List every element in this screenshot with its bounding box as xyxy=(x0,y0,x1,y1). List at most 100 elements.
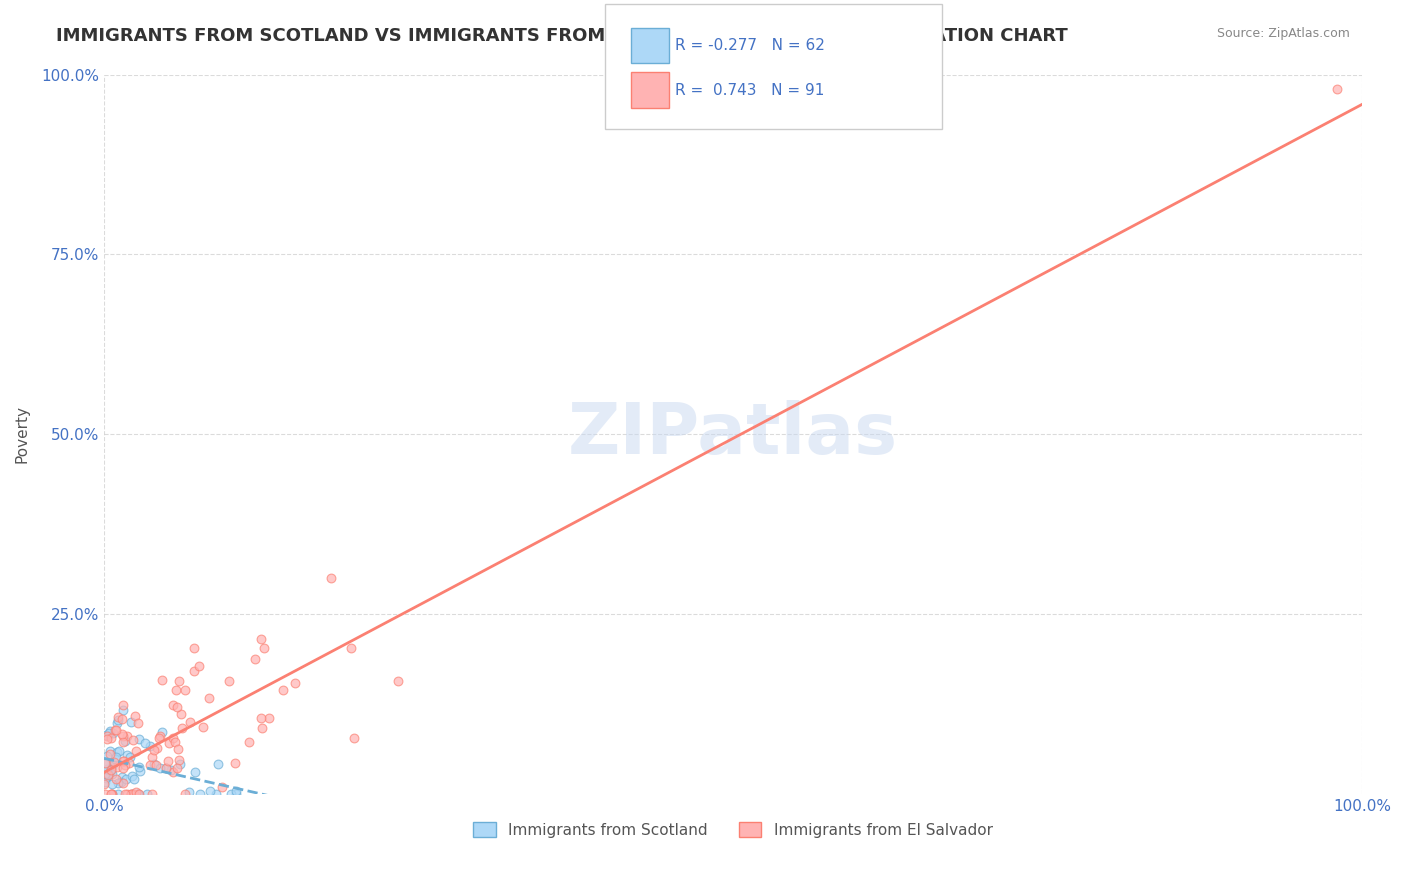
Point xyxy=(100,763,122,777)
Point xyxy=(284,676,307,690)
Point xyxy=(101,777,124,791)
Point xyxy=(162,698,184,712)
Point xyxy=(179,715,201,730)
Point xyxy=(150,673,173,688)
Point xyxy=(107,713,129,727)
Point xyxy=(100,759,122,773)
Point xyxy=(193,720,215,734)
Point xyxy=(219,787,242,801)
Point xyxy=(211,780,233,794)
Point xyxy=(112,754,135,768)
Point xyxy=(100,787,122,801)
Point xyxy=(124,708,146,723)
Point xyxy=(162,731,184,746)
Point xyxy=(111,726,134,740)
Point xyxy=(107,709,129,723)
Point xyxy=(127,787,149,801)
Point xyxy=(122,772,145,786)
Point xyxy=(243,652,266,666)
Point xyxy=(139,758,162,772)
Point xyxy=(110,713,132,727)
Point xyxy=(115,787,138,801)
Point xyxy=(160,763,183,777)
Point xyxy=(183,764,205,779)
Point xyxy=(111,703,134,717)
Point xyxy=(134,736,156,750)
Point xyxy=(1326,82,1348,96)
Point xyxy=(100,744,122,758)
Point xyxy=(104,723,127,738)
Point xyxy=(94,766,117,780)
Point xyxy=(121,769,143,783)
Point xyxy=(96,771,118,785)
Point xyxy=(111,730,134,744)
Point xyxy=(100,767,122,781)
Point xyxy=(94,728,117,742)
Point xyxy=(139,739,162,753)
Point xyxy=(127,787,149,801)
Point xyxy=(115,747,138,762)
Point xyxy=(183,664,205,678)
Point xyxy=(104,749,127,764)
Point xyxy=(387,673,409,688)
Point xyxy=(101,726,124,740)
Point xyxy=(238,734,260,748)
Point xyxy=(105,723,128,737)
Point xyxy=(343,731,366,745)
Point xyxy=(98,723,121,738)
Point xyxy=(142,756,165,771)
Point xyxy=(250,632,273,647)
Point xyxy=(205,787,228,801)
Y-axis label: Poverty: Poverty xyxy=(15,405,30,463)
Point xyxy=(225,784,247,798)
Point xyxy=(107,787,129,801)
Point xyxy=(94,756,117,771)
Point xyxy=(162,765,184,780)
Point xyxy=(157,754,180,768)
Point xyxy=(100,787,122,801)
Point xyxy=(165,683,187,698)
Point xyxy=(112,761,135,775)
Point xyxy=(98,747,121,761)
Legend: Immigrants from Scotland, Immigrants from El Salvador: Immigrants from Scotland, Immigrants fro… xyxy=(467,815,998,844)
Point xyxy=(101,755,124,769)
Point xyxy=(174,787,197,801)
Point xyxy=(252,641,274,656)
Point xyxy=(225,787,247,801)
Point xyxy=(155,761,177,775)
Point xyxy=(93,777,115,791)
Point xyxy=(100,731,122,746)
Text: Source: ZipAtlas.com: Source: ZipAtlas.com xyxy=(1216,27,1350,40)
Point xyxy=(115,772,138,787)
Text: IMMIGRANTS FROM SCOTLAND VS IMMIGRANTS FROM EL SALVADOR POVERTY CORRELATION CHAR: IMMIGRANTS FROM SCOTLAND VS IMMIGRANTS F… xyxy=(56,27,1069,45)
Point xyxy=(105,772,128,786)
Point xyxy=(104,752,127,766)
Point xyxy=(94,775,117,789)
Point xyxy=(121,733,143,747)
Point xyxy=(96,729,118,743)
Point xyxy=(111,770,134,784)
Point xyxy=(105,716,128,731)
Point xyxy=(166,700,188,714)
Point xyxy=(112,755,135,769)
Point xyxy=(157,736,180,750)
Point xyxy=(188,787,211,801)
Point xyxy=(183,641,205,656)
Point xyxy=(197,691,219,706)
Point xyxy=(150,725,173,739)
Point xyxy=(111,698,134,712)
Point xyxy=(167,742,190,756)
Point xyxy=(105,759,128,773)
Point xyxy=(128,787,150,801)
Point xyxy=(259,711,281,725)
Point xyxy=(118,756,141,771)
Point xyxy=(114,758,136,772)
Point xyxy=(121,787,143,801)
Point xyxy=(97,767,120,781)
Point xyxy=(224,756,246,770)
Point xyxy=(96,749,118,764)
Point xyxy=(118,749,141,764)
Point xyxy=(127,787,149,801)
Point xyxy=(177,785,200,799)
Point xyxy=(114,734,136,748)
